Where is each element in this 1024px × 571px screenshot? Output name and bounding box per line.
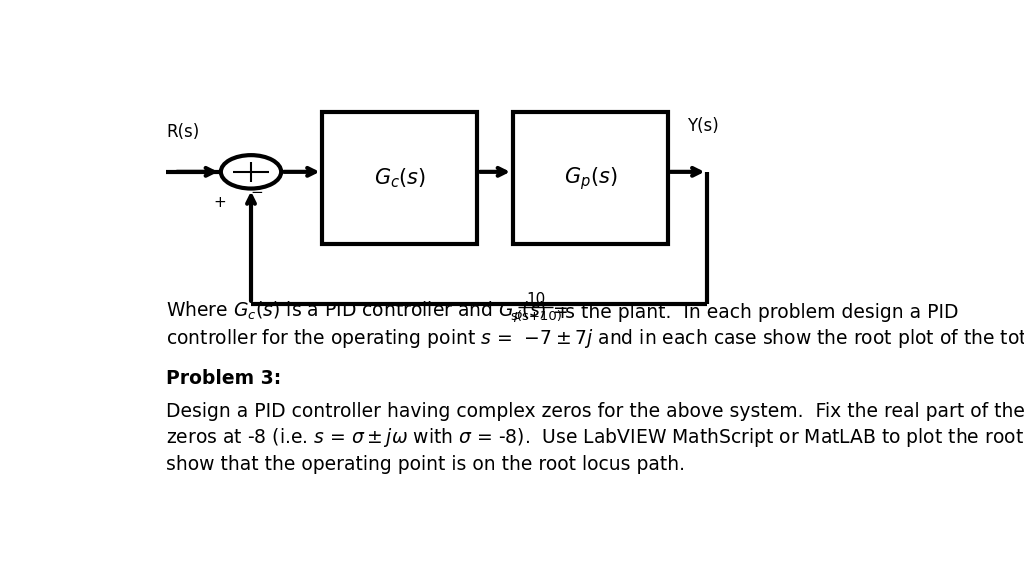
Text: $G_c(s)$: $G_c(s)$ [374, 167, 426, 190]
Text: Y(s): Y(s) [687, 116, 719, 135]
Text: s(s+10): s(s+10) [510, 311, 562, 323]
Text: zeros at -8 (i.e. $s$ = $\sigma \pm j\omega$ with $\sigma$ = -8).  Use LabVIEW M: zeros at -8 (i.e. $s$ = $\sigma \pm j\om… [166, 427, 1024, 449]
Text: −: − [250, 185, 263, 200]
Text: show that the operating point is on the root locus path.: show that the operating point is on the … [166, 455, 685, 474]
Text: +: + [213, 195, 225, 210]
Text: Where $G_c(s)$ is a PID controller and $G_p(s)$ =: Where $G_c(s)$ is a PID controller and $… [166, 300, 568, 325]
Text: $G_p(s)$: $G_p(s)$ [563, 165, 617, 192]
Bar [513, 112, 668, 244]
Text: 10: 10 [526, 292, 546, 307]
Text: Design a PID controller having complex zeros for the above system.  Fix the real: Design a PID controller having complex z… [166, 402, 1024, 421]
Text: R(s): R(s) [166, 123, 200, 141]
Text: controller for the operating point $s$ =  $-7 \pm 7j$ and in each case show the : controller for the operating point $s$ =… [166, 327, 1024, 351]
Text: is the plant.  In each problem design a PID: is the plant. In each problem design a P… [560, 303, 958, 322]
Bar [323, 112, 477, 244]
Text: Problem 3:: Problem 3: [166, 369, 282, 388]
